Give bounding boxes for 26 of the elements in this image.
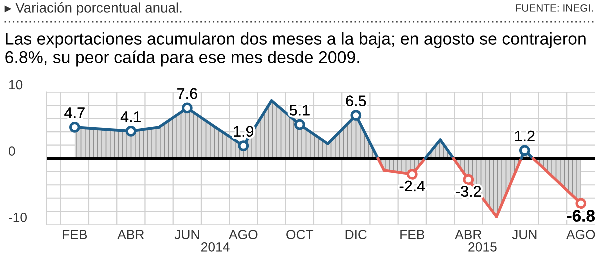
x-tick-label: ABR [455,230,482,240]
text: 2014 [202,242,230,252]
x-tick-label: ABR [118,230,144,240]
x-tick-label: OCT [286,230,314,240]
data-label: 7.6 [178,88,198,100]
x-tick-label: FEB [400,230,425,240]
y-tick-label: 10 [9,80,23,90]
data-label: 4.1 [120,112,142,122]
x-tick-label: AGO [566,230,596,240]
x-tick-label: JUN [512,230,537,240]
data-label: 4.7 [64,108,85,118]
y-tick-label: 0 [8,146,16,156]
data-label: -6.8 [567,210,595,222]
x-tick-label: DIC [346,230,368,240]
text: 2015 [468,242,497,252]
chart-title: Las exportaciones acumularon dos meses a la baja; en agosto se contrajeron 6.8%, su peor caída para ese mes desde 2009. [6,32,586,67]
data-label: 1.2 [515,130,535,142]
x-tick-label: JUN [174,230,200,240]
source-note: FUENTE: INEGI. [516,4,594,12]
data-label: 6.5 [346,96,366,107]
x-tick-label: AGO [229,230,258,240]
chart-subtitle: ▸ Variación porcentual anual. [4,2,182,16]
y-tick-label: -10 [9,212,27,222]
data-label: 5.1 [290,105,310,116]
x-tick-label: FEB [63,230,88,240]
data-label: -2.4 [400,180,426,192]
